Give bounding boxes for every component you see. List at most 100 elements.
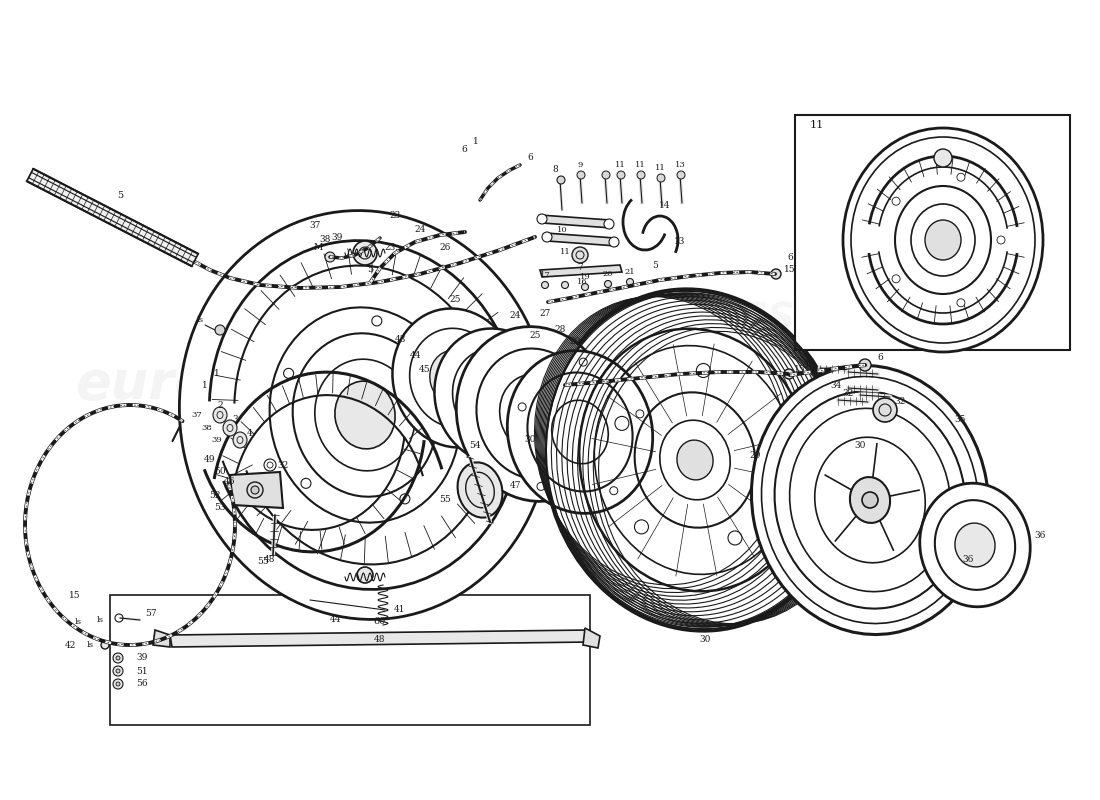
Text: 6: 6: [461, 146, 466, 154]
Circle shape: [443, 394, 453, 403]
Ellipse shape: [544, 289, 846, 631]
Text: 11: 11: [810, 120, 824, 130]
Text: 1: 1: [473, 138, 478, 146]
Text: 43: 43: [394, 335, 406, 345]
Text: M: M: [314, 243, 322, 253]
Circle shape: [892, 198, 900, 206]
Circle shape: [605, 281, 612, 287]
Text: 1: 1: [202, 381, 208, 390]
Text: 11: 11: [615, 161, 626, 169]
Text: 37: 37: [191, 411, 202, 419]
Text: 20: 20: [603, 270, 614, 278]
Text: 39: 39: [136, 654, 147, 662]
Circle shape: [358, 567, 373, 583]
Text: ls: ls: [87, 641, 94, 649]
Polygon shape: [170, 630, 592, 647]
Text: 60: 60: [374, 618, 386, 626]
Text: 25: 25: [449, 295, 461, 305]
Circle shape: [859, 359, 871, 371]
Text: eurospares: eurospares: [515, 438, 849, 490]
Text: 53: 53: [214, 503, 225, 513]
Text: 34: 34: [830, 382, 842, 390]
Ellipse shape: [850, 477, 890, 523]
Text: 57: 57: [145, 609, 156, 618]
Text: 7: 7: [578, 263, 583, 273]
Text: 25: 25: [529, 330, 541, 339]
Text: 15: 15: [794, 366, 806, 374]
Ellipse shape: [517, 394, 553, 434]
Ellipse shape: [955, 523, 996, 567]
Text: eurospares: eurospares: [75, 358, 409, 410]
Text: 11: 11: [635, 161, 646, 169]
Circle shape: [609, 237, 619, 247]
Circle shape: [696, 363, 711, 378]
Text: 44: 44: [409, 350, 420, 359]
Ellipse shape: [676, 440, 713, 480]
Text: 5: 5: [652, 261, 658, 270]
Circle shape: [578, 171, 585, 179]
Text: 29: 29: [570, 338, 581, 346]
Text: CLASSIC: CLASSIC: [295, 501, 475, 539]
Text: 48: 48: [374, 635, 386, 645]
Text: 36: 36: [1034, 530, 1046, 539]
Text: 38: 38: [319, 235, 331, 245]
Text: 3: 3: [232, 415, 238, 425]
Circle shape: [582, 283, 588, 290]
Circle shape: [892, 274, 900, 282]
Text: 51: 51: [136, 666, 147, 675]
Circle shape: [116, 682, 120, 686]
Text: 13: 13: [674, 238, 685, 246]
Text: 21: 21: [625, 268, 636, 276]
Circle shape: [784, 369, 794, 379]
Circle shape: [518, 403, 526, 411]
Text: 10: 10: [557, 226, 568, 234]
Text: 32: 32: [277, 461, 288, 470]
Text: 44: 44: [329, 615, 341, 625]
Bar: [795, 115, 1070, 350]
Text: 47: 47: [509, 481, 520, 490]
Text: 4: 4: [248, 429, 253, 438]
Text: 31: 31: [802, 362, 814, 370]
Polygon shape: [153, 630, 170, 647]
Circle shape: [214, 325, 225, 335]
Circle shape: [537, 482, 544, 490]
Text: ls: ls: [197, 316, 204, 324]
Text: 55: 55: [257, 558, 268, 566]
Circle shape: [113, 666, 123, 676]
Text: 11: 11: [654, 164, 666, 172]
Text: 41: 41: [394, 606, 406, 614]
Ellipse shape: [458, 462, 503, 518]
Text: 32: 32: [843, 389, 854, 398]
Circle shape: [771, 269, 781, 279]
Text: 28: 28: [554, 325, 565, 334]
Ellipse shape: [456, 326, 614, 502]
Text: 50: 50: [214, 467, 225, 477]
Text: 23: 23: [389, 210, 400, 219]
Ellipse shape: [233, 432, 248, 448]
Circle shape: [284, 368, 294, 378]
Text: 30: 30: [525, 435, 536, 445]
Text: 42: 42: [64, 641, 76, 650]
Polygon shape: [230, 472, 283, 508]
Circle shape: [537, 214, 547, 224]
Circle shape: [602, 171, 610, 179]
Circle shape: [264, 459, 276, 471]
Ellipse shape: [223, 420, 236, 436]
Text: ls: ls: [75, 618, 81, 626]
Bar: [110, 595, 590, 725]
Text: 52: 52: [209, 490, 221, 499]
Text: 15: 15: [784, 266, 795, 274]
Text: 17: 17: [540, 271, 550, 279]
Text: 23: 23: [384, 242, 396, 251]
Text: 38: 38: [201, 424, 212, 432]
Circle shape: [627, 278, 634, 286]
Circle shape: [542, 232, 552, 242]
Circle shape: [604, 219, 614, 229]
Ellipse shape: [507, 350, 652, 514]
Circle shape: [353, 241, 377, 265]
Circle shape: [116, 669, 120, 673]
Circle shape: [957, 174, 965, 182]
Circle shape: [561, 282, 569, 289]
Text: 32: 32: [894, 398, 905, 406]
Text: 39: 39: [331, 233, 343, 242]
